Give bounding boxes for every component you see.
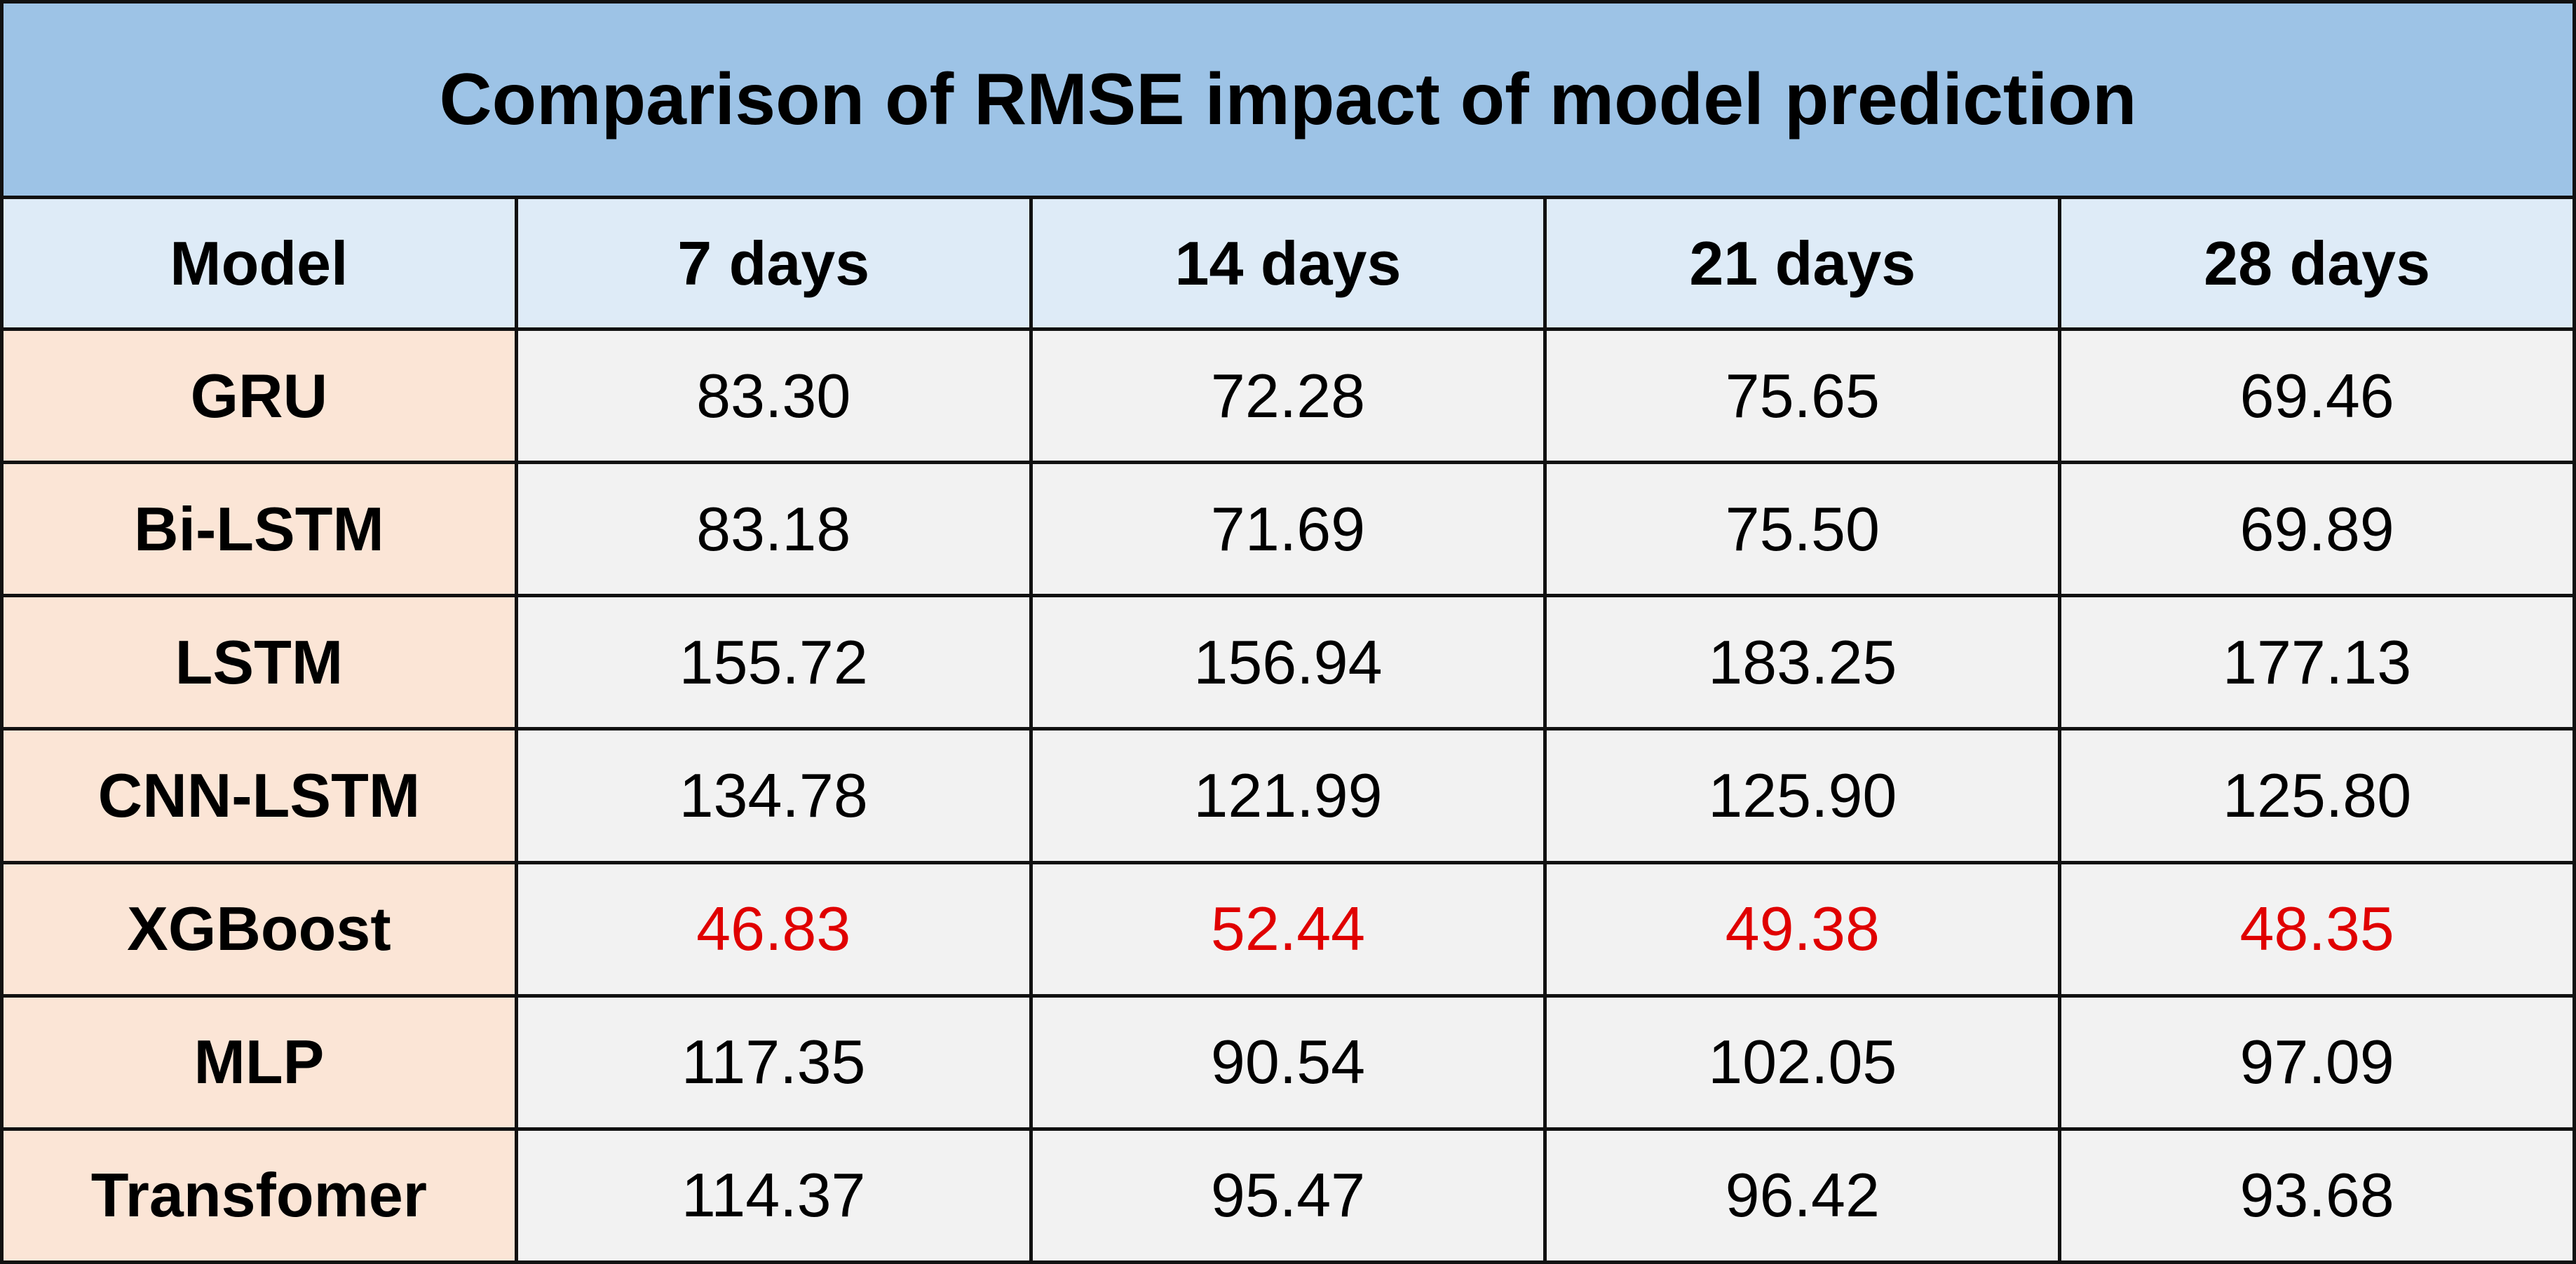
rmse-value-cell: 96.42 [1543,1127,2062,1264]
rmse-value-cell-highlighted: 46.83 [514,860,1033,998]
column-header-14-days: 14 days [1029,196,1547,331]
rmse-value-cell: 177.13 [2058,594,2576,731]
table-row: LSTM 155.72 156.94 183.25 177.13 [0,594,2576,731]
model-name-cell: MLP [0,993,518,1131]
rmse-data-grid: Model 7 days 14 days 21 days 28 days GRU… [0,196,2576,1264]
rmse-value-cell: 121.99 [1029,727,1547,864]
rmse-value-cell-highlighted: 52.44 [1029,860,1547,998]
model-name-cell: Transfomer [0,1127,518,1264]
rmse-value-cell: 97.09 [2058,993,2576,1131]
rmse-value-cell: 69.89 [2058,461,2576,598]
table-body: GRU 83.30 72.28 75.65 69.46 Bi-LSTM 83.18 71.69… [0,327,2576,1264]
column-header-28-days: 28 days [2058,196,2576,331]
rmse-value-cell: 117.35 [514,993,1033,1131]
table-row: XGBoost 46.83 52.44 49.38 48.35 [0,860,2576,998]
rmse-value-cell: 125.90 [1543,727,2062,864]
table-title: Comparison of RMSE impact of model predi… [0,0,2576,199]
rmse-value-cell: 69.46 [2058,327,2576,465]
column-header-7-days: 7 days [514,196,1033,331]
rmse-value-cell: 102.05 [1543,993,2062,1131]
rmse-value-cell: 71.69 [1029,461,1547,598]
rmse-value-cell: 83.30 [514,327,1033,465]
rmse-value-cell: 83.18 [514,461,1033,598]
rmse-value-cell: 93.68 [2058,1127,2576,1264]
header-row: Model 7 days 14 days 21 days 28 days [0,196,2576,331]
rmse-value-cell-highlighted: 48.35 [2058,860,2576,998]
rmse-value-cell: 95.47 [1029,1127,1547,1264]
table-row: GRU 83.30 72.28 75.65 69.46 [0,327,2576,465]
rmse-value-cell: 114.37 [514,1127,1033,1264]
rmse-value-cell: 72.28 [1029,327,1547,465]
column-header-21-days: 21 days [1543,196,2062,331]
table-row: MLP 117.35 90.54 102.05 97.09 [0,993,2576,1131]
table-row: CNN-LSTM 134.78 121.99 125.90 125.80 [0,727,2576,864]
model-name-cell: LSTM [0,594,518,731]
rmse-value-cell: 75.65 [1543,327,2062,465]
rmse-value-cell: 183.25 [1543,594,2062,731]
rmse-value-cell: 75.50 [1543,461,2062,598]
model-name-cell: CNN-LSTM [0,727,518,864]
table-row: Bi-LSTM 83.18 71.69 75.50 69.89 [0,461,2576,598]
model-name-cell: XGBoost [0,860,518,998]
column-header-model: Model [0,196,518,331]
rmse-value-cell: 156.94 [1029,594,1547,731]
model-name-cell: Bi-LSTM [0,461,518,598]
rmse-value-cell-highlighted: 49.38 [1543,860,2062,998]
table-row: Transfomer 114.37 95.47 96.42 93.68 [0,1127,2576,1264]
model-name-cell: GRU [0,327,518,465]
rmse-value-cell: 90.54 [1029,993,1547,1131]
rmse-value-cell: 134.78 [514,727,1033,864]
rmse-value-cell: 125.80 [2058,727,2576,864]
rmse-value-cell: 155.72 [514,594,1033,731]
